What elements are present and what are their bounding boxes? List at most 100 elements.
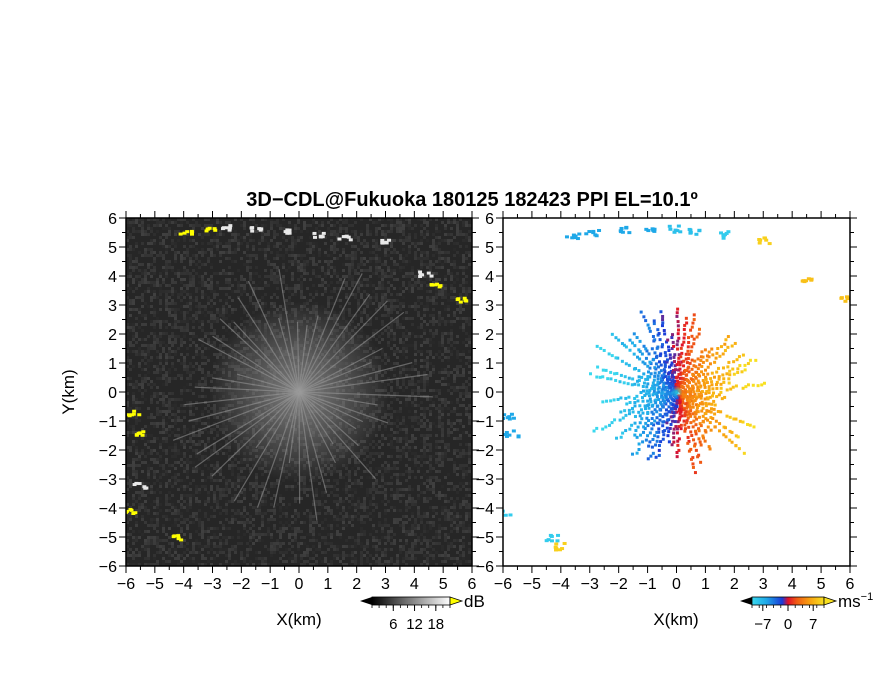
noise-pixel [438, 371, 441, 374]
noise-pixel [354, 293, 357, 296]
noise-pixel [246, 293, 249, 296]
noise-pixel [429, 458, 432, 461]
noise-pixel [261, 497, 264, 500]
noise-pixel [276, 269, 279, 272]
noise-pixel [198, 224, 201, 227]
noise-pixel [459, 434, 462, 437]
noise-pixel [165, 245, 168, 248]
noise-pixel [387, 281, 390, 284]
noise-pixel [147, 476, 150, 479]
noise-pixel [249, 287, 252, 290]
noise-pixel [420, 344, 423, 347]
noise-pixel [180, 305, 183, 308]
noise-pixel [342, 263, 345, 266]
noise-pixel [174, 419, 177, 422]
noise-pixel [252, 221, 255, 224]
noise-pixel [150, 401, 153, 404]
noise-pixel [210, 311, 213, 314]
noise-pixel [450, 425, 453, 428]
noise-pixel [174, 377, 177, 380]
noise-pixel [450, 386, 453, 389]
noise-pixel [432, 368, 435, 371]
noise-pixel [201, 281, 204, 284]
noise-pixel [186, 461, 189, 464]
noise-pixel [135, 473, 138, 476]
noise-pixel [372, 470, 375, 473]
noise-pixel [411, 452, 414, 455]
noise-pixel [156, 377, 159, 380]
noise-pixel [243, 497, 246, 500]
noise-pixel [138, 308, 141, 311]
noise-pixel [402, 368, 405, 371]
noise-pixel [336, 221, 339, 224]
noise-pixel [408, 272, 411, 275]
noise-pixel [147, 365, 150, 368]
noise-pixel [321, 221, 324, 224]
noise-pixel [135, 416, 138, 419]
noise-pixel [453, 452, 456, 455]
noise-pixel [441, 383, 444, 386]
noise-pixel [351, 224, 354, 227]
noise-pixel [159, 371, 162, 374]
noise-pixel [207, 413, 210, 416]
noise-pixel [411, 488, 414, 491]
noise-pixel [423, 473, 426, 476]
noise-pixel [363, 503, 366, 506]
noise-pixel [447, 308, 450, 311]
noise-pixel [246, 248, 249, 251]
noise-pixel [150, 254, 153, 257]
noise-pixel [297, 227, 300, 230]
noise-pixel [327, 272, 330, 275]
noise-pixel [258, 242, 261, 245]
noise-pixel [387, 308, 390, 311]
noise-pixel [408, 458, 411, 461]
noise-pixel [153, 242, 156, 245]
noise-pixel [189, 374, 192, 377]
noise-pixel [165, 461, 168, 464]
noise-pixel [423, 305, 426, 308]
noise-pixel [237, 479, 240, 482]
noise-pixel [405, 434, 408, 437]
noise-pixel [183, 389, 186, 392]
noise-pixel [318, 266, 321, 269]
noise-pixel [393, 305, 396, 308]
noise-pixel [183, 278, 186, 281]
noise-pixel [384, 497, 387, 500]
noise-pixel [204, 374, 207, 377]
noise-pixel [282, 245, 285, 248]
noise-pixel [372, 242, 375, 245]
noise-pixel [384, 416, 387, 419]
noise-pixel [186, 485, 189, 488]
noise-pixel [162, 398, 165, 401]
noise-pixel [312, 263, 315, 266]
noise-pixel [219, 299, 222, 302]
noise-pixel [144, 353, 147, 356]
noise-pixel [171, 464, 174, 467]
noise-pixel [336, 275, 339, 278]
noise-pixel [429, 371, 432, 374]
noise-pixel [378, 302, 381, 305]
noise-pixel [336, 230, 339, 233]
noise-pixel [468, 452, 471, 455]
noise-pixel [156, 311, 159, 314]
noise-pixel [132, 230, 135, 233]
noise-pixel [417, 218, 420, 221]
noise-pixel [324, 275, 327, 278]
noise-pixel [327, 227, 330, 230]
noise-pixel [135, 263, 138, 266]
noise-pixel [369, 233, 372, 236]
noise-pixel [354, 314, 357, 317]
noise-pixel [429, 290, 432, 293]
noise-pixel [237, 494, 240, 497]
noise-pixel [201, 254, 204, 257]
noise-pixel [390, 347, 393, 350]
noise-pixel [294, 242, 297, 245]
noise-pixel [153, 482, 156, 485]
noise-pixel [429, 470, 432, 473]
noise-pixel [141, 494, 144, 497]
noise-pixel [132, 218, 135, 221]
noise-pixel [153, 272, 156, 275]
noise-pixel [456, 428, 459, 431]
noise-pixel [447, 449, 450, 452]
noise-pixel [198, 383, 201, 386]
